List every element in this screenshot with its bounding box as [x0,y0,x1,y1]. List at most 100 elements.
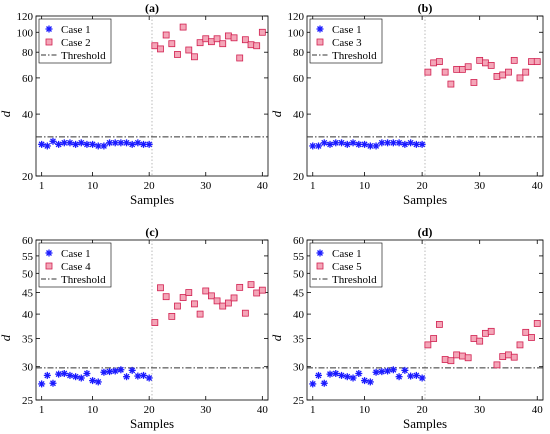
case-point [224,299,232,307]
asterisk-stroke [367,378,374,385]
legend-label: Case 4 [61,261,91,273]
asterisk-stroke [44,372,51,379]
case1-point [117,366,125,374]
x-tick-label: 10 [359,404,371,416]
asterisk-stroke [112,368,119,374]
case-point [493,361,501,369]
y-axis-label: d [0,110,13,117]
asterisk-stroke [61,139,68,146]
case1-point [326,140,334,148]
case-point [185,289,193,296]
x-tick-label: 40 [257,180,269,192]
asterisk-stroke [61,370,68,377]
x-axis-label: Samples [130,192,174,207]
x-tick-label: 30 [474,404,486,416]
asterisk-stroke [413,372,420,379]
asterisk-stroke [46,250,52,256]
asterisk-stroke [134,373,141,380]
x-tick-label: 40 [532,404,544,416]
case1-point [128,366,136,374]
case1-point [366,378,374,386]
case-point [522,328,530,336]
y-tick-label: 55 [293,251,305,263]
case1-point [389,366,397,374]
case1-point [49,137,57,145]
y-tick-label: 35 [293,334,305,346]
case-point [241,36,249,44]
case-point [219,40,227,48]
case-point [202,287,210,295]
case-point [162,293,170,301]
case-point [499,353,507,361]
x-tick-label: 30 [474,180,486,192]
x-tick-label: 1 [310,180,316,192]
case-point [510,56,518,64]
asterisk-stroke [146,141,153,148]
legend-label: Case 1 [61,248,91,260]
asterisk-stroke [332,370,339,377]
case1-point [43,371,51,379]
legend-label: Case 5 [332,261,362,273]
asterisk-stroke [390,139,397,146]
legend-label: Case 1 [61,24,91,36]
case-point [241,309,249,317]
asterisk-stroke [315,142,322,149]
case1-point [55,140,63,148]
case-point [247,41,255,49]
asterisk-stroke [55,371,62,378]
case1-point [66,371,74,379]
case1-point [320,379,328,387]
legend-case-marker [45,38,53,46]
legend-case1-marker [45,25,53,33]
y-tick-label: 80 [22,47,34,59]
case1-point [418,140,426,148]
asterisk-stroke [401,141,408,148]
asterisk-stroke [50,138,56,145]
asterisk-stroke [140,141,147,148]
x-tick-label: 1 [39,180,45,192]
case1-point [128,140,136,148]
case-point [453,65,461,73]
asterisk-stroke [317,250,323,256]
asterisk-stroke [309,380,316,387]
asterisk-stroke [396,373,403,380]
asterisk-stroke [44,142,51,149]
case-point [533,320,541,327]
case1-point [106,139,114,147]
asterisk-stroke [338,139,345,146]
y-tick-label: 40 [293,109,305,121]
y-tick-label: 30 [22,362,34,374]
case-point [157,45,164,53]
y-tick-label: 40 [22,309,34,321]
case-point [482,59,489,67]
legend-label: Threshold [61,274,106,286]
y-axis-label: d [0,334,13,341]
case1-point [145,140,153,148]
case1-point [77,139,85,147]
y-tick-label: 100 [17,27,34,39]
x-tick-label: 40 [532,180,544,192]
asterisk-stroke [344,141,351,148]
case-point [208,38,215,46]
case1-point [315,371,323,379]
case1-point [89,140,97,148]
case-point [253,289,261,297]
asterisk-stroke [378,368,385,375]
y-tick-label: 50 [293,268,305,280]
case1-point [77,374,85,382]
case1-point [338,139,346,147]
case-point [258,28,266,36]
asterisk-stroke [117,366,124,373]
case-point [247,281,255,289]
asterisk-stroke [367,142,374,149]
case1-point [309,380,317,388]
y-tick-label: 60 [22,73,34,85]
case-point [470,335,478,342]
x-tick-label: 20 [417,404,429,416]
y-tick-label: 35 [22,334,34,346]
asterisk-stroke [89,141,96,148]
case1-point [145,374,153,382]
asterisk-stroke [384,368,391,374]
case1-point [43,142,51,150]
case1-point [343,373,351,381]
